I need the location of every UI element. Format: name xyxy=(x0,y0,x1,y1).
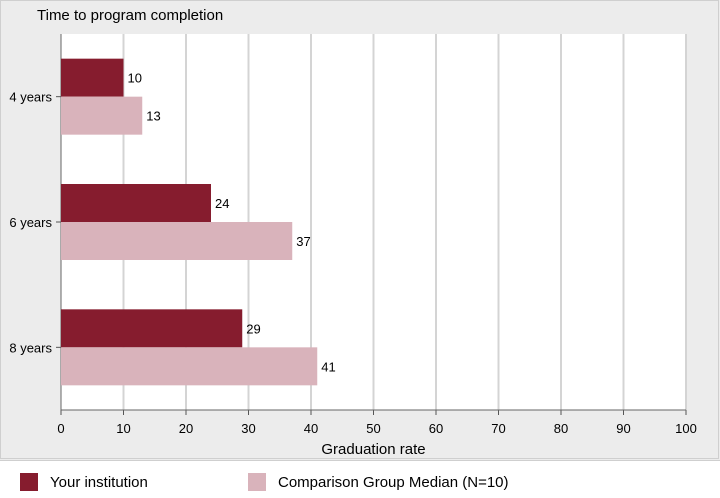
x-tick-label: 10 xyxy=(116,421,130,436)
bar xyxy=(61,222,293,260)
data-label: 29 xyxy=(246,321,260,336)
chart-title: Time to program completion xyxy=(37,7,224,24)
data-label: 13 xyxy=(146,109,160,124)
legend-item-your-institution: Your institution xyxy=(20,473,148,491)
data-label: 41 xyxy=(321,359,335,374)
x-tick-label: 90 xyxy=(616,421,630,436)
data-label: 24 xyxy=(215,196,229,211)
chart-frame xyxy=(0,0,719,459)
x-tick-label: 30 xyxy=(241,421,255,436)
bar xyxy=(61,309,243,348)
x-axis-label: Graduation rate xyxy=(321,441,425,458)
x-tick-label: 20 xyxy=(179,421,193,436)
y-tick-label: 4 years xyxy=(9,90,52,105)
data-label: 10 xyxy=(128,71,142,86)
bar xyxy=(61,58,124,97)
legend-label-your-institution: Your institution xyxy=(50,473,148,491)
y-tick-label: 6 years xyxy=(9,215,52,230)
bar xyxy=(61,96,143,135)
bar xyxy=(61,184,211,222)
legend: Your institution Comparison Group Median… xyxy=(0,460,720,498)
bar-chart: 0 10 20 30 40 50 60 70 80 90 100 Graduation rate 4 y… xyxy=(9,34,697,458)
legend-label-comparison-group: Comparison Group Median (N=10) xyxy=(278,473,509,491)
x-tick-label: 100 xyxy=(675,421,697,436)
x-tick-label: 70 xyxy=(491,421,505,436)
bar xyxy=(61,347,318,386)
x-tick-label: 50 xyxy=(366,421,380,436)
data-label: 37 xyxy=(296,234,310,249)
x-tick-label: 40 xyxy=(304,421,318,436)
y-tick-label: 8 years xyxy=(9,340,52,355)
legend-swatch-comparison-group xyxy=(248,473,266,491)
x-tick-label: 80 xyxy=(554,421,568,436)
legend-item-comparison-group: Comparison Group Median (N=10) xyxy=(248,473,509,491)
x-tick-label: 60 xyxy=(429,421,443,436)
x-tick-label: 0 xyxy=(57,421,64,436)
legend-swatch-your-institution xyxy=(20,473,38,491)
